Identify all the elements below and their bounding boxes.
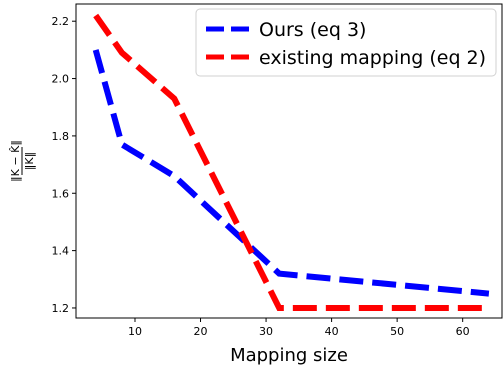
x-tick-label: 30 xyxy=(259,325,273,338)
y-tick-label: 2.0 xyxy=(52,73,70,86)
x-tick-label: 10 xyxy=(128,325,142,338)
y-tick-label: 1.2 xyxy=(52,302,70,315)
x-tick-label: 20 xyxy=(194,325,208,338)
y-axis-label: ‖K − K̂‖ ‖K‖ xyxy=(9,140,36,182)
x-tick-label: 50 xyxy=(390,325,404,338)
y-tick-label: 1.4 xyxy=(52,245,70,258)
y-axis-label-denominator: ‖K‖ xyxy=(23,152,36,170)
x-axis-label: Mapping size xyxy=(230,345,348,366)
x-tick-label: 60 xyxy=(456,325,470,338)
x-tick-label: 40 xyxy=(325,325,339,338)
y-tick-label: 1.8 xyxy=(52,130,70,143)
x-axis-ticks: 10 20 30 40 50 60 xyxy=(128,318,470,338)
legend-label-ours: Ours (eq 3) xyxy=(259,19,366,41)
legend-box xyxy=(195,8,497,77)
y-tick-label: 2.2 xyxy=(52,15,70,28)
legend: Ours (eq 3) existing mapping (eq 2) xyxy=(195,8,497,77)
y-axis-label-numerator: ‖K − K̂‖ xyxy=(9,140,22,182)
y-axis-ticks: 1.2 1.4 1.6 1.8 2.0 2.2 xyxy=(52,15,76,315)
y-tick-label: 1.6 xyxy=(52,187,70,200)
series-line-0 xyxy=(92,49,490,297)
legend-label-existing: existing mapping (eq 2) xyxy=(259,47,486,69)
series-layer xyxy=(92,13,490,311)
series-line-1 xyxy=(93,13,489,311)
plot-frame xyxy=(75,3,503,319)
